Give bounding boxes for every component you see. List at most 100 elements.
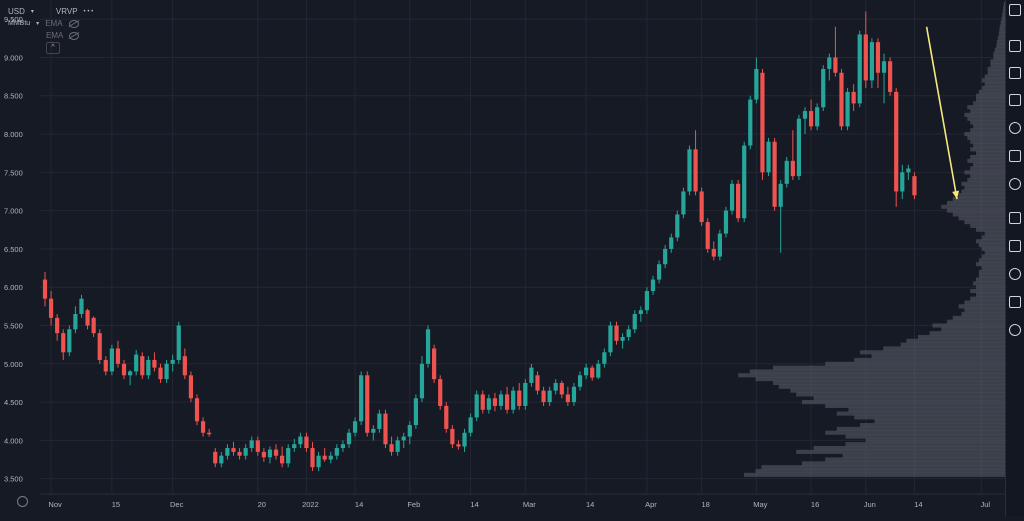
volume-profile-bar xyxy=(984,82,1005,87)
hidden-eye-icon[interactable] xyxy=(68,20,79,28)
volume-profile-bar xyxy=(967,135,1005,140)
candle-body xyxy=(164,363,169,380)
volume-profile-bar xyxy=(973,124,1005,129)
candle-body xyxy=(596,363,601,378)
volume-profile-bar xyxy=(778,384,1005,389)
right-toolbar xyxy=(1005,0,1024,516)
ideas-icon[interactable] xyxy=(1009,150,1021,162)
volume-profile-bar xyxy=(984,231,1005,236)
candle-body xyxy=(188,375,194,399)
volume-profile-bar xyxy=(1002,13,1005,18)
volume-profile-bar xyxy=(981,246,1005,251)
volume-profile-bar xyxy=(854,357,1005,363)
volume-profile-bar xyxy=(984,74,1005,79)
legend-ema-1[interactable]: EMA xyxy=(45,19,63,28)
x-tick-label: 20 xyxy=(258,500,266,509)
x-tick-label: Feb xyxy=(407,500,420,509)
candle-body xyxy=(304,436,309,449)
candle-body xyxy=(395,440,400,452)
volume-profile-bar xyxy=(970,139,1005,144)
volume-profile-bar xyxy=(970,166,1005,171)
candle-body xyxy=(912,176,917,196)
volume-profile-bar xyxy=(906,338,1005,343)
candle-body xyxy=(796,118,802,177)
x-tick-label: May xyxy=(753,500,767,509)
notifications-icon[interactable] xyxy=(1009,268,1021,280)
volume-profile-bar xyxy=(990,59,1005,64)
watchlist-icon[interactable] xyxy=(1009,4,1021,16)
help-icon[interactable] xyxy=(1009,296,1021,308)
candle-body xyxy=(869,42,874,81)
y-tick-label: 7.500 xyxy=(4,168,23,177)
volume-profile-bar xyxy=(790,388,1005,393)
volume-profile-bar xyxy=(961,189,1005,194)
candle-body xyxy=(425,329,431,364)
candle-body xyxy=(42,279,48,299)
volume-profile-bar xyxy=(825,361,1005,366)
volume-profile-bar xyxy=(994,47,1005,52)
x-tick-label: 14 xyxy=(586,500,594,509)
candle-body xyxy=(681,191,686,215)
candle-body xyxy=(121,363,127,376)
candle-body xyxy=(383,413,388,445)
settings-gear-icon[interactable] xyxy=(17,496,28,507)
annotation-arrow-line[interactable] xyxy=(925,26,958,200)
volume-profile-bar xyxy=(964,170,1005,175)
calendar-icon[interactable] xyxy=(1009,67,1021,79)
candle-body xyxy=(833,57,838,73)
volume-profile-bar xyxy=(987,70,1005,75)
y-tick-label: 5.000 xyxy=(4,360,23,369)
volume-profile-bar xyxy=(976,285,1005,290)
candle-body xyxy=(894,91,899,192)
volume-profile-bar xyxy=(761,465,1005,470)
volume-profile-bar xyxy=(958,193,1005,198)
candle-body xyxy=(444,405,449,429)
x-tick-label: Jul xyxy=(981,500,991,509)
clock-icon[interactable] xyxy=(1009,94,1021,106)
legend-row-ema-1: MMBtu ▾ EMA xyxy=(8,18,93,30)
volume-profile-bar xyxy=(947,319,1005,324)
candle-body xyxy=(85,310,90,326)
candle-body xyxy=(61,333,66,353)
y-tick-label: 4.500 xyxy=(4,398,23,407)
candle-body xyxy=(365,375,370,433)
volume-profile-bar xyxy=(874,419,1005,424)
legend-ema-2[interactable]: EMA xyxy=(46,31,64,40)
annotation-arrow-head xyxy=(952,190,960,200)
legend-indicator-more[interactable]: • • • xyxy=(83,9,94,15)
volume-profile-bar xyxy=(970,288,1005,294)
candle-body xyxy=(614,325,619,341)
chevron-up-icon[interactable]: ^ xyxy=(46,42,60,54)
candle-body xyxy=(109,348,114,372)
candle-body xyxy=(511,390,516,410)
volume-profile-bar xyxy=(813,396,1005,401)
volume-profile-bar xyxy=(773,380,1005,386)
y-tick-label: 8.500 xyxy=(4,92,23,101)
streams-icon[interactable] xyxy=(1009,212,1021,224)
volume-profile-bar xyxy=(976,262,1005,267)
volume-profile-bar xyxy=(981,78,1005,83)
candle-body xyxy=(91,317,96,334)
chat-icon[interactable] xyxy=(1009,178,1021,190)
community-icon[interactable] xyxy=(1009,240,1021,252)
candle-body xyxy=(170,359,175,364)
chart-legend: USD ▾ VRVP • • • MMBtu ▾ EMA EMA ^ xyxy=(8,6,93,54)
candle-body xyxy=(766,141,771,173)
volume-profile-bar xyxy=(976,93,1005,98)
legend-indicator-main[interactable]: VRVP xyxy=(55,7,78,16)
profile-icon[interactable] xyxy=(1009,324,1021,336)
volume-profile-bar xyxy=(802,400,1005,405)
candle-body xyxy=(158,367,163,380)
candle-body xyxy=(438,379,443,406)
volume-profile-bar xyxy=(970,120,1005,125)
news-icon[interactable] xyxy=(1009,122,1021,134)
hidden-eye-icon[interactable] xyxy=(69,32,80,40)
x-tick-label: 18 xyxy=(701,500,709,509)
volume-profile-bar xyxy=(993,51,1005,56)
y-tick-label: 9.000 xyxy=(4,53,23,62)
legend-row-collapse: ^ xyxy=(8,42,93,54)
alerts-icon[interactable] xyxy=(1009,40,1021,52)
candle-body xyxy=(389,444,394,452)
